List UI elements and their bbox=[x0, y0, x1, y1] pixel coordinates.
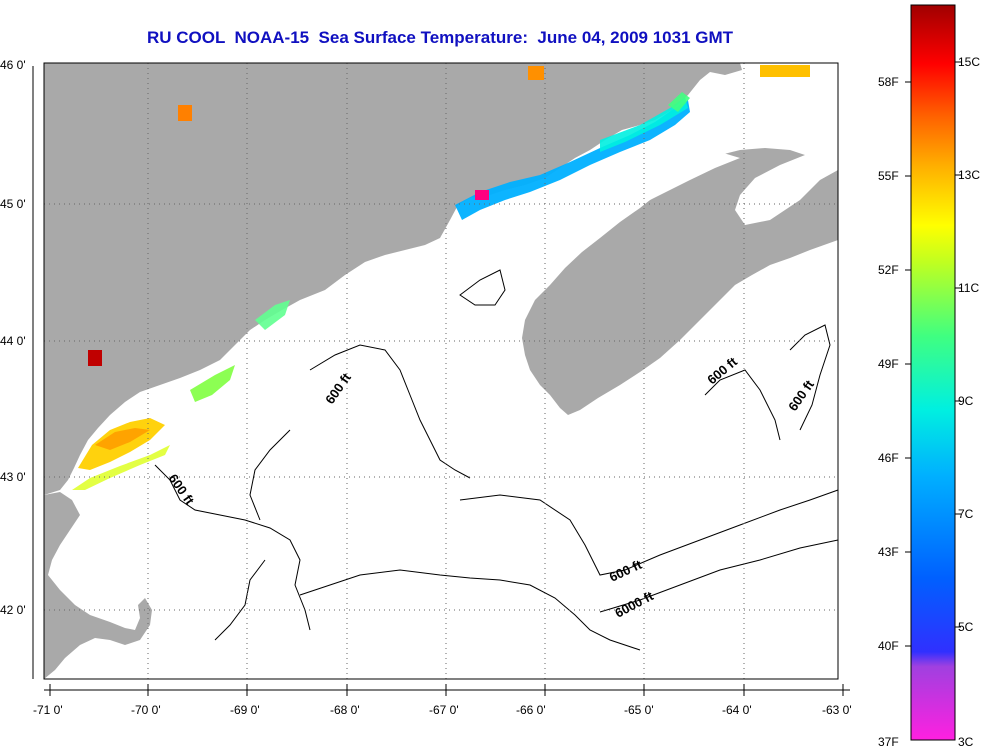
sst-blob-nw bbox=[178, 105, 192, 121]
sst-blob-ne bbox=[760, 65, 810, 77]
map-frame bbox=[43, 62, 839, 680]
sst-blob-magenta bbox=[475, 190, 489, 200]
lon-label: -70 0' bbox=[131, 703, 161, 717]
axis-ticks bbox=[32, 66, 850, 696]
sst-patch-green2 bbox=[255, 300, 290, 330]
lon-label: -64 0' bbox=[722, 703, 752, 717]
lat-label: 43 0' bbox=[0, 470, 26, 484]
sst-blob-lake bbox=[88, 350, 102, 366]
lon-label: -65 0' bbox=[624, 703, 654, 717]
lat-label: 44 0' bbox=[0, 334, 26, 348]
page-title: RU COOL NOAA-15 Sea Surface Temperature:… bbox=[146, 28, 734, 47]
land-northeast bbox=[522, 63, 838, 415]
sst-band-fundy-cyan bbox=[600, 97, 688, 152]
lon-label: -63 0' bbox=[822, 703, 852, 717]
lat-label: 42 0' bbox=[0, 603, 26, 617]
lat-label: 45 0' bbox=[0, 197, 26, 211]
depth-contours bbox=[154, 269, 839, 651]
lon-label: -67 0' bbox=[429, 703, 459, 717]
lon-label: -66 0' bbox=[516, 703, 546, 717]
lon-labels: -71 0' -70 0' -69 0' -68 0' -67 0' -66 0… bbox=[33, 703, 852, 717]
lon-label: -68 0' bbox=[330, 703, 360, 717]
bay-of-fundy bbox=[518, 148, 740, 300]
sst-band-coastal-orange bbox=[95, 428, 150, 450]
sst-band-coastal-yellow2 bbox=[72, 445, 170, 490]
land-cape-cod bbox=[44, 492, 152, 679]
lon-label: -69 0' bbox=[230, 703, 260, 717]
sst-band-fundy-green bbox=[668, 92, 690, 112]
sst-patch-green bbox=[190, 365, 235, 402]
lat-label: 46 0' bbox=[0, 58, 26, 72]
lat-labels: 46 0' 45 0' 44 0' 43 0' 42 0' bbox=[0, 58, 26, 617]
lon-label: -71 0' bbox=[33, 703, 63, 717]
land-mainland bbox=[44, 63, 742, 495]
sst-blob-n bbox=[528, 66, 544, 80]
sst-band-fundy bbox=[455, 100, 690, 220]
